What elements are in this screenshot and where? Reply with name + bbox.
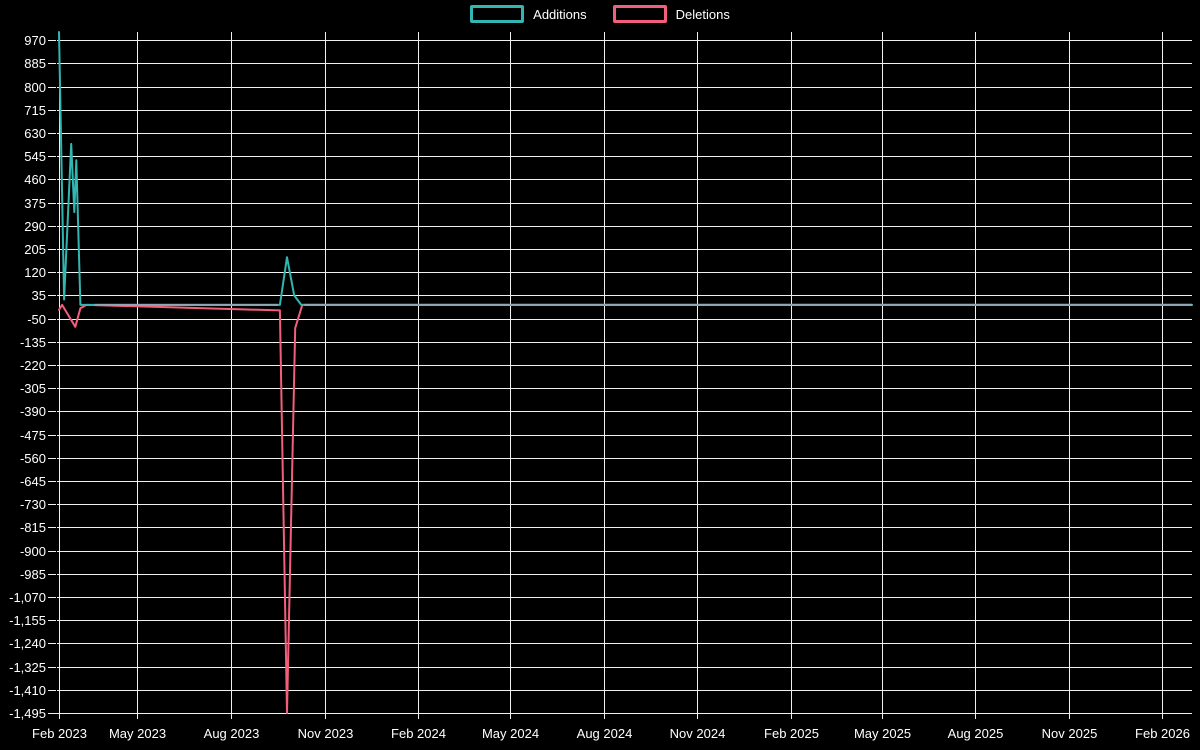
gridlines: [48, 32, 1192, 719]
y-tick-label: 290: [24, 219, 46, 234]
y-tick-label: 460: [24, 172, 46, 187]
y-tick-label: 885: [24, 56, 46, 71]
y-tick-label: 630: [24, 126, 46, 141]
x-tick-label: May 2024: [482, 726, 539, 741]
y-tick-label: -1,325: [9, 660, 46, 675]
y-tick-label: -730: [20, 497, 46, 512]
x-tick-label: Nov 2025: [1042, 726, 1098, 741]
x-tick-label: Aug 2023: [204, 726, 260, 741]
chart-legend: Additions Deletions: [0, 5, 1200, 23]
x-tick-label: Nov 2023: [298, 726, 354, 741]
additions-series-swatch: [470, 5, 525, 23]
x-tick-label: Feb 2026: [1135, 726, 1190, 741]
additions-legend-label: Additions: [533, 6, 587, 22]
x-tick-label: May 2025: [854, 726, 911, 741]
y-tick-label: 205: [24, 242, 46, 257]
x-tick-label: Feb 2023: [32, 726, 87, 741]
y-tick-label: -475: [20, 428, 46, 443]
y-tick-label: -135: [20, 335, 46, 350]
y-tick-label: -1,240: [9, 636, 46, 651]
x-axis-labels: Feb 2023 May 2023 Aug 2023 Nov 2023 Feb 2024…: [32, 726, 1190, 741]
legend-item-additions[interactable]: Additions: [470, 5, 587, 23]
y-tick-label: -50: [27, 312, 46, 327]
y-tick-label: -1,070: [9, 590, 46, 605]
x-tick-label: Aug 2024: [577, 726, 633, 741]
y-tick-label: -645: [20, 474, 46, 489]
y-tick-label: 120: [24, 265, 46, 280]
y-tick-label: -560: [20, 451, 46, 466]
y-tick-label: -815: [20, 520, 46, 535]
y-tick-label: 375: [24, 196, 46, 211]
y-tick-label: -900: [20, 544, 46, 559]
y-tick-label: -220: [20, 358, 46, 373]
y-tick-label: 545: [24, 149, 46, 164]
x-tick-label: Feb 2025: [764, 726, 819, 741]
y-tick-label: -305: [20, 381, 46, 396]
additions-line: [58, 31, 1193, 306]
y-tick-label: -985: [20, 567, 46, 582]
y-tick-label: -1,410: [9, 683, 46, 698]
deletions-series-swatch: [612, 5, 667, 23]
y-tick-label: 970: [24, 33, 46, 48]
x-tick-label: Feb 2024: [391, 726, 446, 741]
y-tick-label: 35: [32, 288, 46, 303]
x-tick-label: Nov 2024: [670, 726, 726, 741]
y-tick-label: -1,155: [9, 613, 46, 628]
deletions-line: [58, 303, 1193, 714]
y-tick-label: 715: [24, 103, 46, 118]
x-tick-label: May 2023: [109, 726, 166, 741]
y-tick-label: -1,495: [9, 706, 46, 721]
x-tick-label: Aug 2025: [948, 726, 1004, 741]
y-tick-label: -390: [20, 404, 46, 419]
y-axis-labels: 970 885 800 715 630 545 460 375 290 205 120 35 -50 -1…: [9, 33, 46, 721]
deletions-legend-label: Deletions: [675, 6, 730, 22]
legend-item-deletions[interactable]: Deletions: [612, 5, 730, 23]
y-tick-label: 800: [24, 80, 46, 95]
